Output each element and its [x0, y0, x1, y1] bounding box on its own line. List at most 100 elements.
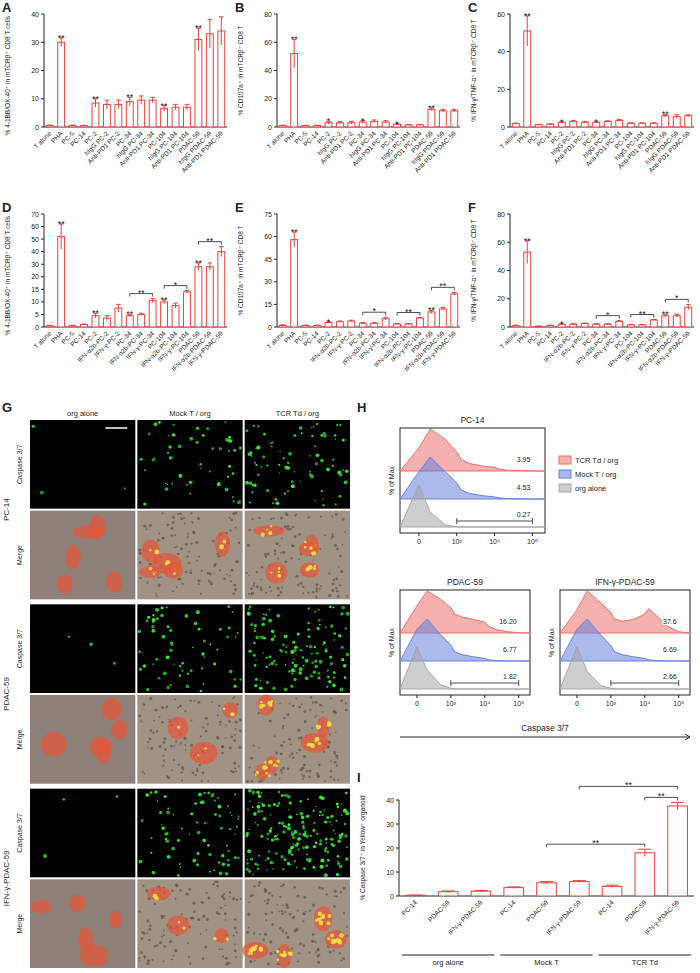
- cell: [276, 542, 279, 545]
- cell: [274, 735, 276, 737]
- cell: [309, 910, 311, 912]
- bar: [627, 123, 634, 127]
- fluorescent-spot: [225, 488, 229, 492]
- cell: [315, 941, 317, 943]
- apoptotic-spot: [315, 737, 320, 742]
- fluorescent-spot: [328, 680, 331, 683]
- fluorescent-spot: [292, 641, 295, 644]
- cell: [225, 919, 227, 921]
- error-bar: [315, 325, 320, 327]
- cell: [319, 704, 322, 707]
- cell: [148, 939, 150, 941]
- cell: [279, 778, 281, 780]
- cell: [159, 745, 162, 748]
- y-tick-label: 20: [31, 67, 39, 74]
- fluorescent-spot: [228, 627, 231, 630]
- fluorescent-spot: [337, 863, 340, 866]
- fluorescent-spot: [237, 818, 239, 820]
- bar: [302, 325, 309, 327]
- fluorescent-spot: [317, 672, 320, 675]
- fluorescent-spot: [344, 676, 347, 679]
- apoptotic-spot: [153, 572, 156, 575]
- cell: [201, 780, 203, 782]
- error-bar: [573, 881, 586, 883]
- significance: **: [195, 258, 203, 268]
- fluorescent-spot: [325, 837, 328, 840]
- cell: [228, 720, 231, 723]
- cell: [253, 885, 255, 887]
- significance: **: [291, 227, 299, 237]
- histogram-curve: [560, 647, 690, 689]
- cell: [149, 738, 152, 741]
- y-tick-label: 40: [497, 48, 505, 55]
- fluorescent-spot: [276, 838, 278, 840]
- fluorescent-spot: [181, 662, 184, 665]
- cell: [303, 896, 306, 899]
- x-tick-label: 10⁴: [489, 538, 500, 545]
- plot-frame: [400, 590, 530, 695]
- error-bar: [139, 313, 144, 316]
- fluorescent-spot: [282, 868, 284, 870]
- y-tick-label: 40: [497, 267, 505, 274]
- fluorescent-spot: [275, 852, 278, 855]
- significance: **: [291, 34, 299, 44]
- cell: [253, 932, 255, 934]
- bar: [405, 125, 412, 127]
- cell: [211, 701, 213, 703]
- cell: [298, 952, 300, 954]
- legend-swatch: [559, 470, 571, 478]
- y-tick: [41, 98, 44, 99]
- fluorescent-spot: [337, 855, 340, 858]
- cell: [315, 587, 318, 590]
- error-bar: [280, 125, 285, 127]
- fluorescent-spot: [259, 686, 263, 690]
- bar: [81, 126, 88, 127]
- fluorescent-spot: [287, 827, 291, 831]
- error-bar: [116, 100, 121, 108]
- fluorescent-spot: [166, 606, 168, 608]
- significance: *: [606, 310, 610, 320]
- cell: [298, 533, 301, 536]
- fluorescent-spot: [291, 831, 293, 833]
- bar: [604, 121, 611, 127]
- bar: [569, 882, 589, 896]
- cell: [158, 532, 160, 534]
- cell: [228, 962, 230, 964]
- fluorescent-spot: [151, 837, 153, 839]
- bar: [394, 324, 401, 327]
- fluorescent-spot: [314, 659, 317, 662]
- fluorescent-spot: [324, 873, 328, 877]
- axis-title: Caspase 3/7: [521, 723, 569, 733]
- cell: [254, 960, 256, 962]
- cell: [190, 572, 193, 575]
- bar: [439, 309, 446, 327]
- x-tick-label: 10⁵: [673, 700, 684, 707]
- cell: [162, 755, 164, 757]
- fluorescent-spot: [232, 496, 234, 498]
- fluorescent-spot: [263, 613, 265, 615]
- cell: [266, 902, 269, 905]
- cell: [200, 593, 202, 595]
- apoptotic-spot: [219, 544, 224, 549]
- fluorescent-spot: [211, 447, 214, 450]
- fluorescent-spot: [273, 635, 276, 638]
- cell: [301, 774, 303, 776]
- fluorescent-spot: [346, 612, 350, 616]
- fluorescent-spot: [89, 643, 92, 646]
- category-label: IFN-γ-PDAC-59: [654, 329, 692, 367]
- fluorescent-spot: [326, 467, 330, 471]
- fluorescent-spot: [280, 650, 283, 653]
- fluorescent-spot: [156, 617, 159, 620]
- fluorescent-spot: [272, 868, 273, 869]
- cell: [331, 589, 334, 592]
- fluorescent-spot: [227, 864, 230, 867]
- fluorescent-spot: [197, 831, 201, 835]
- significance: **: [405, 307, 413, 317]
- fluorescent-spot: [345, 627, 347, 629]
- fluorescent-spot: [330, 838, 333, 841]
- cell: [268, 892, 271, 895]
- apoptotic-spot: [261, 532, 265, 536]
- bar: [279, 325, 286, 327]
- fluorescent-spot: [308, 858, 312, 862]
- cell: [297, 584, 299, 586]
